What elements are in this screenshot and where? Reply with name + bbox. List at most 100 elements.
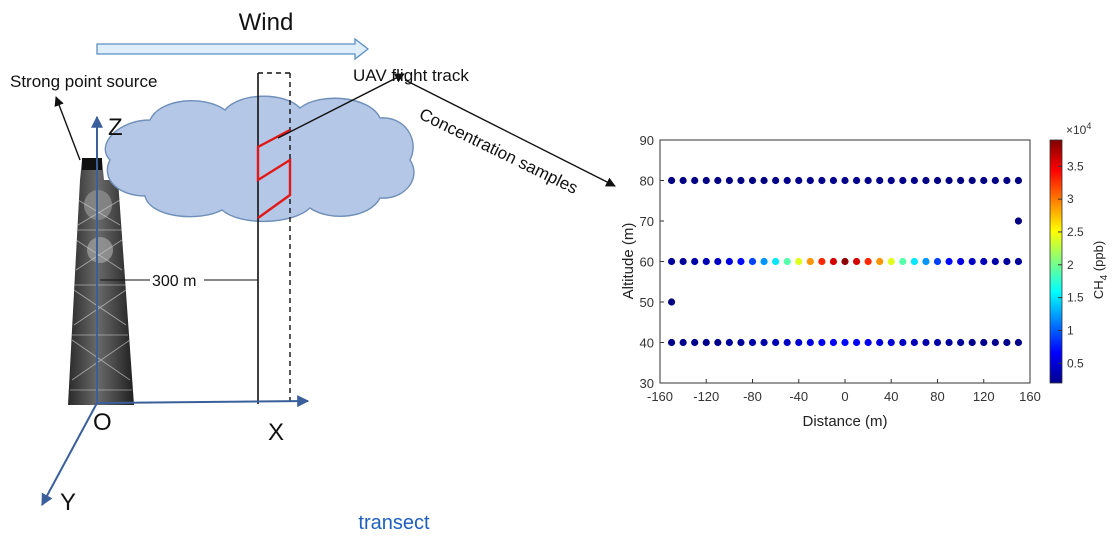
colorbar-tick-label: 2.5 [1067, 225, 1084, 239]
data-point [806, 257, 814, 266]
data-point [667, 257, 676, 266]
data-point [922, 338, 930, 347]
y-tick-label: 30 [640, 376, 654, 391]
wind-arrow [96, 37, 370, 61]
x-tick-label: -40 [789, 389, 808, 404]
y-axis-title: Altitude (m) [620, 223, 637, 300]
data-point [1003, 257, 1011, 266]
data-point [818, 257, 826, 266]
data-point [714, 176, 722, 185]
data-point [714, 257, 722, 266]
data-point [1014, 217, 1023, 225]
colorbar [1049, 139, 1063, 384]
scatter-chart: -160 -120 -80 -40 0 40 80 120 160 30 40 50 60 70 80 90… [620, 121, 1110, 430]
data-point [945, 338, 953, 347]
data-point [899, 338, 907, 347]
data-point [772, 338, 780, 347]
data-point [899, 257, 907, 266]
data-point [783, 176, 791, 185]
distance-label: 300 m [152, 273, 196, 290]
data-point [945, 257, 953, 266]
y-ticks: 30 40 50 60 70 80 90 [640, 133, 664, 391]
colorbar-tick-label: 1 [1067, 323, 1074, 337]
samples-pointer [404, 79, 616, 187]
axis-x [96, 395, 310, 408]
data-point [829, 338, 838, 347]
colorbar-tick-label: 3.5 [1067, 159, 1084, 173]
data-point [679, 257, 687, 266]
data-point [667, 338, 676, 347]
x-ticks: -160 -120 -80 -40 0 40 80 120 160 [647, 379, 1041, 404]
data-point [783, 257, 791, 266]
data-point [679, 338, 687, 347]
data-point [864, 176, 872, 185]
data-point [806, 176, 814, 185]
data-point [795, 338, 803, 347]
plume-cloud [104, 95, 415, 223]
data-point [1003, 338, 1011, 347]
data-point [980, 176, 988, 185]
data-point [852, 338, 861, 347]
y-tick-label: 90 [640, 133, 654, 148]
data-point [818, 338, 826, 347]
data-point [887, 176, 895, 185]
source-pointer [54, 96, 81, 161]
colorbar-exponent: ×104 [1066, 121, 1091, 137]
colorbar-tick-label: 1.5 [1067, 291, 1084, 305]
data-point [968, 176, 976, 185]
data-point [760, 257, 768, 266]
origin-label: O [93, 409, 112, 436]
data-points [667, 176, 1023, 347]
transect-plane [257, 72, 291, 404]
data-point [1003, 176, 1011, 185]
data-point [899, 176, 907, 185]
data-point [957, 338, 965, 347]
x-axis-title: Distance (m) [802, 413, 887, 430]
data-point [1014, 257, 1023, 266]
data-point [841, 176, 849, 185]
data-point [702, 257, 710, 266]
data-point [922, 176, 930, 185]
data-point [725, 257, 733, 266]
data-point [772, 176, 780, 185]
axis-x-label: X [268, 419, 284, 446]
data-point [852, 257, 861, 266]
colorbar-tick-label: 0.5 [1067, 356, 1084, 370]
data-point [841, 257, 849, 266]
data-point [783, 338, 791, 347]
data-point [1014, 176, 1023, 185]
data-point [910, 338, 918, 347]
data-point [806, 338, 814, 347]
x-tick-label: -120 [693, 389, 719, 404]
axis-z-label: Z [108, 114, 123, 141]
y-tick-label: 80 [640, 174, 654, 189]
data-point [876, 257, 884, 266]
data-point [748, 257, 757, 266]
x-tick-label: 0 [841, 389, 848, 404]
data-point [968, 338, 976, 347]
data-point [691, 257, 699, 266]
data-point [714, 338, 722, 347]
colorbar-title: CH4 (ppb) [1091, 241, 1110, 299]
data-point [725, 338, 733, 347]
data-point [841, 338, 849, 347]
data-point [760, 338, 768, 347]
x-tick-label: 80 [930, 389, 944, 404]
data-point [691, 338, 699, 347]
y-tick-label: 40 [640, 336, 654, 351]
x-tick-label: -80 [743, 389, 762, 404]
samples-label: Concentration samples [416, 105, 581, 198]
axis-y-label: Y [60, 489, 76, 516]
data-point [795, 257, 803, 266]
data-point [829, 176, 838, 185]
data-point [876, 338, 884, 347]
data-point [852, 176, 861, 185]
y-tick-label: 60 [640, 255, 654, 270]
data-point [933, 176, 942, 185]
data-point [737, 176, 745, 185]
tower-image [68, 158, 134, 405]
data-point [829, 257, 838, 266]
data-point [737, 338, 745, 347]
data-point [991, 176, 999, 185]
